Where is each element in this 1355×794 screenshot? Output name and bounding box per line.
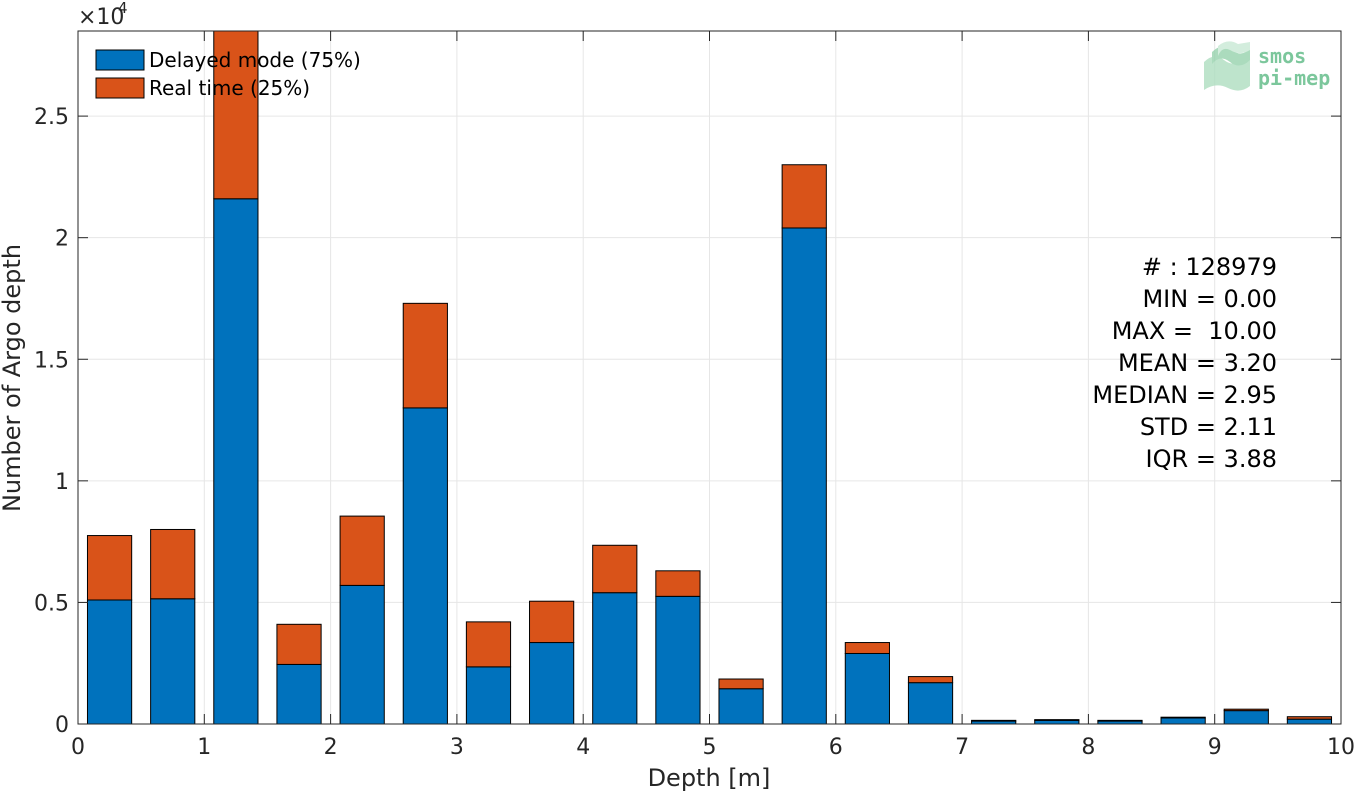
logo-text-pimep: pi-mep: [1258, 66, 1330, 90]
bar-delayed-mode: [907, 682, 954, 725]
smos-pimep-logo: smos pi-mep: [1204, 41, 1330, 91]
bars: [86, 30, 1333, 725]
bar-real-time: [971, 719, 1017, 722]
y-tick-label: 1.5: [34, 348, 69, 373]
bar-delayed-mode: [213, 198, 259, 725]
bar-real-time: [1223, 708, 1269, 712]
stat-iqr: IQR = 3.88: [1146, 445, 1277, 473]
bar-delayed-mode: [402, 407, 448, 725]
bar-delayed-mode: [465, 666, 512, 725]
bar-delayed-mode: [1286, 718, 1333, 725]
bar-real-time: [781, 164, 827, 229]
bar-real-time: [402, 302, 448, 409]
bar-real-time: [907, 676, 954, 684]
x-tick-label: 1: [197, 735, 211, 760]
bar-delayed-mode: [1223, 710, 1269, 725]
x-tick-label: 10: [1327, 735, 1355, 760]
bar-delayed-mode: [592, 592, 638, 725]
stat-mean: MEAN = 3.20: [1118, 349, 1277, 377]
y-tick-label: 0.5: [34, 591, 69, 616]
bar-delayed-mode: [1034, 719, 1080, 725]
y-axis-label: Number of Argo depth: [0, 244, 26, 512]
stats-box: # : 128979 MIN = 0.00 MAX = 10.00 MEAN =…: [1092, 253, 1277, 473]
y-tick-label: 2.5: [34, 105, 69, 130]
y-tick-label: 1: [55, 470, 69, 495]
y-tick-labels: 0 0.5 1 1.5 2 2.5: [34, 105, 69, 738]
legend-label-realtime: Real time (25%): [149, 76, 310, 100]
legend: Delayed mode (75%) Real time (25%): [95, 48, 361, 100]
x-tick-label: 8: [1081, 735, 1095, 760]
bar-delayed-mode: [150, 598, 196, 725]
bar-delayed-mode: [339, 584, 385, 725]
bar-real-time: [655, 570, 701, 597]
bar-real-time: [529, 600, 575, 644]
stat-min: MIN = 0.00: [1142, 285, 1277, 313]
logo-text-smos: smos: [1258, 44, 1306, 68]
bar-real-time: [150, 528, 196, 600]
bar-real-time: [718, 678, 764, 690]
stat-max: MAX = 10.00: [1112, 317, 1277, 345]
legend-label-delayed: Delayed mode (75%): [149, 48, 361, 72]
bar-real-time: [213, 30, 259, 200]
x-tick-labels: 0 1 2 3 4 5 6 7 8 9 10: [71, 735, 1355, 760]
bar-delayed-mode: [781, 227, 827, 725]
x-tick-label: 6: [829, 735, 843, 760]
x-tick-label: 3: [450, 735, 464, 760]
y-exponent-power: 4: [118, 0, 128, 17]
logo-wave-icon: [1204, 41, 1250, 91]
x-tick-label: 9: [1208, 735, 1222, 760]
y-tick-label: 2: [55, 227, 69, 252]
bar-real-time: [592, 544, 638, 594]
bar-delayed-mode: [718, 688, 764, 725]
bar-delayed-mode: [276, 663, 322, 725]
bar-real-time: [339, 515, 385, 586]
bar-real-time: [1160, 716, 1206, 719]
x-tick-label: 4: [576, 735, 590, 760]
bar-delayed-mode: [1160, 717, 1206, 725]
stat-median: MEDIAN = 2.95: [1092, 381, 1277, 409]
legend-swatch-delayed: [95, 49, 145, 71]
grid-lines: [78, 31, 1341, 724]
x-tick-label: 7: [955, 735, 969, 760]
stat-count: # : 128979: [1142, 253, 1277, 281]
bar-real-time: [465, 621, 512, 668]
bar-real-time: [276, 623, 322, 665]
bar-real-time: [86, 535, 133, 601]
bar-real-time: [1097, 719, 1143, 722]
x-tick-label: 2: [324, 735, 338, 760]
bar-delayed-mode: [655, 595, 701, 725]
y-exponent-base: ×10: [78, 5, 124, 30]
bar-delayed-mode: [86, 599, 133, 725]
axis-ticks: [77, 31, 1342, 725]
x-tick-label: 0: [71, 735, 85, 760]
bar-real-time: [1286, 716, 1333, 720]
bar-delayed-mode: [844, 652, 890, 725]
x-tick-label: 5: [703, 735, 717, 760]
y-tick-label: 0: [55, 713, 69, 738]
stat-std: STD = 2.11: [1140, 413, 1277, 441]
legend-swatch-realtime: [95, 77, 145, 99]
x-axis-label: Depth [m]: [648, 764, 771, 792]
bar-real-time: [844, 642, 890, 654]
bar-delayed-mode: [529, 642, 575, 725]
bar-real-time: [1034, 719, 1080, 721]
